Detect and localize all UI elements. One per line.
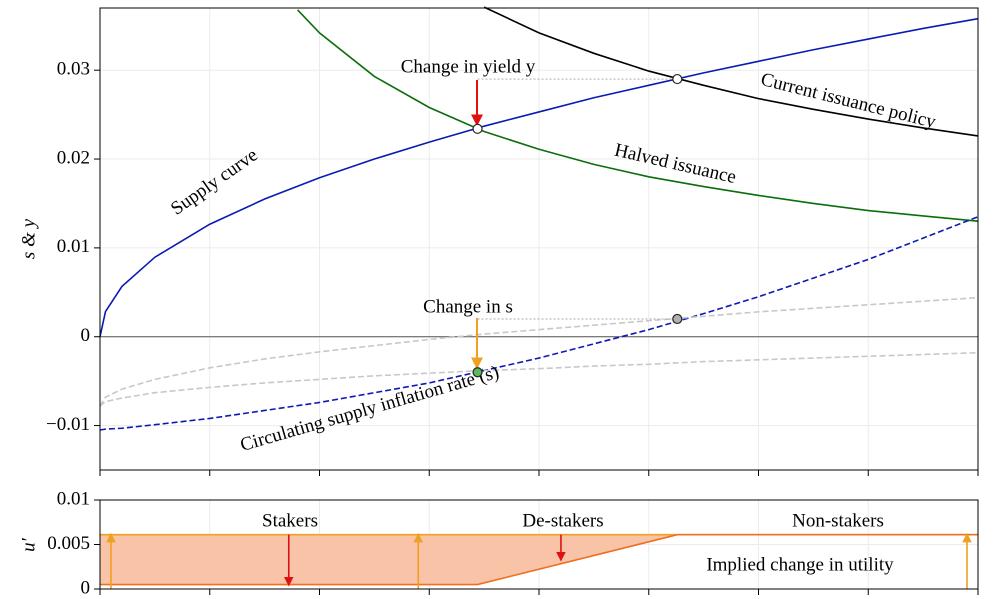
- y-tick-label: 0.03: [57, 59, 90, 80]
- region-label: Stakers: [262, 510, 318, 531]
- plot-frame: [99, 7, 979, 471]
- point: [472, 123, 483, 134]
- series-line: [99, 351, 979, 407]
- y-axis-label: s & y: [18, 218, 39, 259]
- y-tick-label: 0.01: [57, 236, 90, 257]
- series-line: [99, 17, 979, 337]
- series-line: [99, 296, 979, 407]
- point: [472, 367, 483, 378]
- series-label: Current issuance policy: [759, 69, 939, 133]
- point: [672, 73, 683, 85]
- annotation: Change in s: [423, 296, 513, 317]
- plot-frame: [99, 499, 979, 590]
- region-label: De-stakers: [522, 510, 603, 531]
- y-tick-label: 0: [81, 577, 91, 598]
- area-fill: [100, 534, 978, 585]
- series-label: Supply curve: [167, 145, 262, 220]
- point: [672, 313, 683, 325]
- annotation: Change in yield y: [401, 56, 536, 77]
- y-tick-label: 0.005: [47, 533, 90, 554]
- y-tick-label: −0.01: [46, 414, 90, 435]
- region-label: Implied change in utility: [706, 554, 894, 575]
- y-axis-label: u′: [18, 537, 39, 552]
- y-tick-label: 0.02: [57, 147, 90, 168]
- y-tick-label: 0: [81, 325, 91, 346]
- y-tick-label: 0.01: [57, 488, 90, 509]
- region-label: Non-stakers: [792, 510, 884, 531]
- series-line: [483, 6, 979, 137]
- series-line: [296, 9, 979, 223]
